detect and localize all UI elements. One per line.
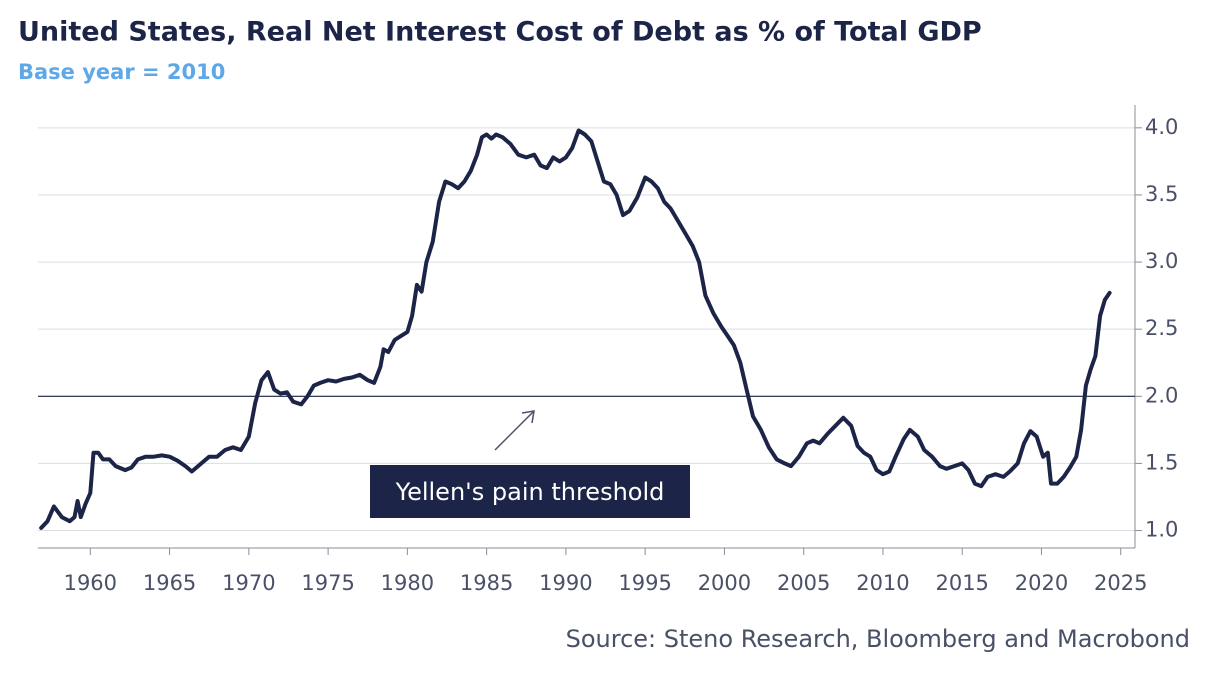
x-tick-label: 1985 — [460, 571, 513, 595]
x-tick-label: 1995 — [618, 571, 671, 595]
source-note: Source: Steno Research, Bloomberg and Ma… — [566, 625, 1190, 653]
y-tick-label: 4.0 — [1145, 115, 1178, 139]
y-tick-label: 2.5 — [1145, 316, 1178, 340]
y-tick-label: 1.0 — [1145, 518, 1178, 542]
x-tick-label: 2005 — [777, 571, 830, 595]
plot-area: 1.0 1.5 2.0 2.5 3.0 3.5 4.0 1960 1965 1970 1975 198… — [38, 105, 1178, 595]
y-tick-label: 1.5 — [1145, 450, 1178, 474]
x-tick-label: 1975 — [301, 571, 354, 595]
y-tick-label: 3.0 — [1145, 249, 1178, 273]
x-tick-label: 1960 — [64, 571, 117, 595]
annotation-arrow — [494, 411, 534, 451]
x-tick-label: 1990 — [539, 571, 592, 595]
x-tick-label: 2020 — [1015, 571, 1068, 595]
chart-subtitle: Base year = 2010 — [18, 60, 225, 84]
x-tick-label: 2015 — [935, 571, 988, 595]
x-tick-label: 1965 — [143, 571, 196, 595]
x-tick-label: 2025 — [1094, 571, 1147, 595]
annotation-arrowhead — [521, 410, 535, 424]
annotation-box — [370, 465, 690, 518]
y-tick-label: 2.0 — [1145, 383, 1178, 407]
x-tick-label: 1970 — [222, 571, 275, 595]
y-tick-label: 3.5 — [1145, 182, 1178, 206]
x-tick-label: 1980 — [381, 571, 434, 595]
annotation-label: Yellen's pain threshold — [395, 478, 665, 506]
x-tick-label: 2010 — [856, 571, 909, 595]
x-tick-label: 2000 — [698, 571, 751, 595]
data-line — [39, 128, 1112, 530]
chart-title: United States, Real Net Interest Cost of… — [18, 17, 982, 48]
